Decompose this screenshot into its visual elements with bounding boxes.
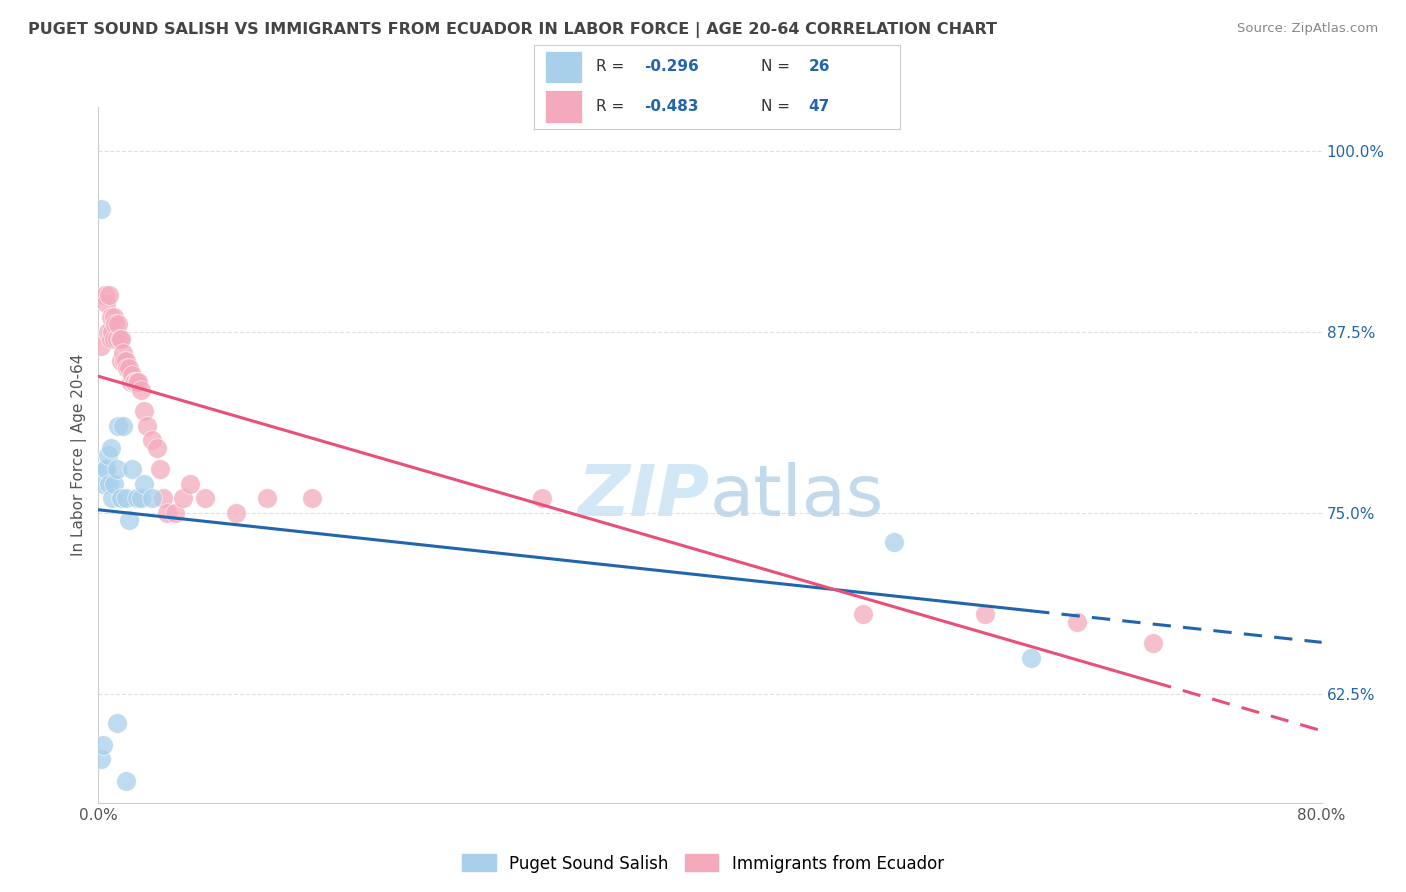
Point <box>145 441 167 455</box>
Point <box>136 419 159 434</box>
Point <box>1142 636 1164 650</box>
Text: N =: N = <box>761 59 794 74</box>
Point <box>97 325 120 339</box>
Point <box>107 318 129 332</box>
Point <box>194 491 217 506</box>
Point <box>111 419 134 434</box>
Point <box>129 383 152 397</box>
Point <box>100 441 122 455</box>
Point <box>101 325 124 339</box>
Point <box>94 295 117 310</box>
Point <box>122 376 145 390</box>
Point <box>91 477 114 491</box>
Point <box>115 353 138 368</box>
Point <box>91 738 114 752</box>
Point <box>152 491 174 506</box>
Text: atlas: atlas <box>710 462 884 531</box>
Point <box>112 353 135 368</box>
Text: 26: 26 <box>808 59 830 74</box>
Point <box>530 491 553 506</box>
Point <box>134 477 156 491</box>
Point <box>141 434 163 448</box>
Text: Source: ZipAtlas.com: Source: ZipAtlas.com <box>1237 22 1378 36</box>
Text: R =: R = <box>596 59 630 74</box>
Point <box>98 288 121 302</box>
Point <box>141 491 163 506</box>
Point <box>120 376 142 390</box>
Point <box>974 607 997 622</box>
Point <box>172 491 194 506</box>
Text: N =: N = <box>761 99 794 114</box>
FancyBboxPatch shape <box>546 51 582 83</box>
Point <box>127 376 149 390</box>
Point <box>256 491 278 506</box>
Point <box>301 491 323 506</box>
Point <box>93 462 115 476</box>
Point <box>179 477 201 491</box>
Point <box>111 346 134 360</box>
Point <box>117 361 139 376</box>
Point <box>156 506 179 520</box>
Text: R =: R = <box>596 99 630 114</box>
Point <box>101 491 124 506</box>
Point <box>90 752 112 766</box>
Text: ZIP: ZIP <box>578 462 710 531</box>
Point <box>134 404 156 418</box>
Y-axis label: In Labor Force | Age 20-64: In Labor Force | Age 20-64 <box>72 354 87 556</box>
FancyBboxPatch shape <box>546 90 582 122</box>
Point <box>124 376 146 390</box>
Point <box>90 202 112 216</box>
Point <box>100 332 122 346</box>
Point <box>1019 651 1042 665</box>
Legend: Puget Sound Salish, Immigrants from Ecuador: Puget Sound Salish, Immigrants from Ecua… <box>456 847 950 880</box>
Point <box>125 491 148 506</box>
Text: 47: 47 <box>808 99 830 114</box>
Point <box>129 491 152 506</box>
Point <box>118 361 141 376</box>
Point <box>115 491 138 506</box>
Point <box>125 376 148 390</box>
Point <box>852 607 875 622</box>
Point <box>121 368 143 383</box>
Point <box>98 477 121 491</box>
Point <box>225 506 247 520</box>
Point <box>103 332 125 346</box>
Text: -0.483: -0.483 <box>644 99 699 114</box>
Point <box>97 448 120 462</box>
Text: -0.296: -0.296 <box>644 59 699 74</box>
Point <box>94 462 117 476</box>
Point <box>149 462 172 476</box>
Point <box>105 716 128 731</box>
Point <box>90 339 112 353</box>
Point <box>100 310 122 325</box>
Point <box>110 332 132 346</box>
Point <box>93 288 115 302</box>
Point <box>1066 615 1088 629</box>
Point <box>105 332 128 346</box>
Point <box>883 535 905 549</box>
Point <box>163 506 186 520</box>
Point <box>121 462 143 476</box>
Point <box>103 477 125 491</box>
Point <box>115 774 138 789</box>
Point <box>107 419 129 434</box>
Point <box>118 513 141 527</box>
Point <box>110 491 132 506</box>
Point <box>108 332 131 346</box>
Point <box>103 310 125 325</box>
Point <box>110 353 132 368</box>
Text: PUGET SOUND SALISH VS IMMIGRANTS FROM ECUADOR IN LABOR FORCE | AGE 20-64 CORRELA: PUGET SOUND SALISH VS IMMIGRANTS FROM EC… <box>28 22 997 38</box>
Point <box>105 462 128 476</box>
Point <box>104 318 127 332</box>
